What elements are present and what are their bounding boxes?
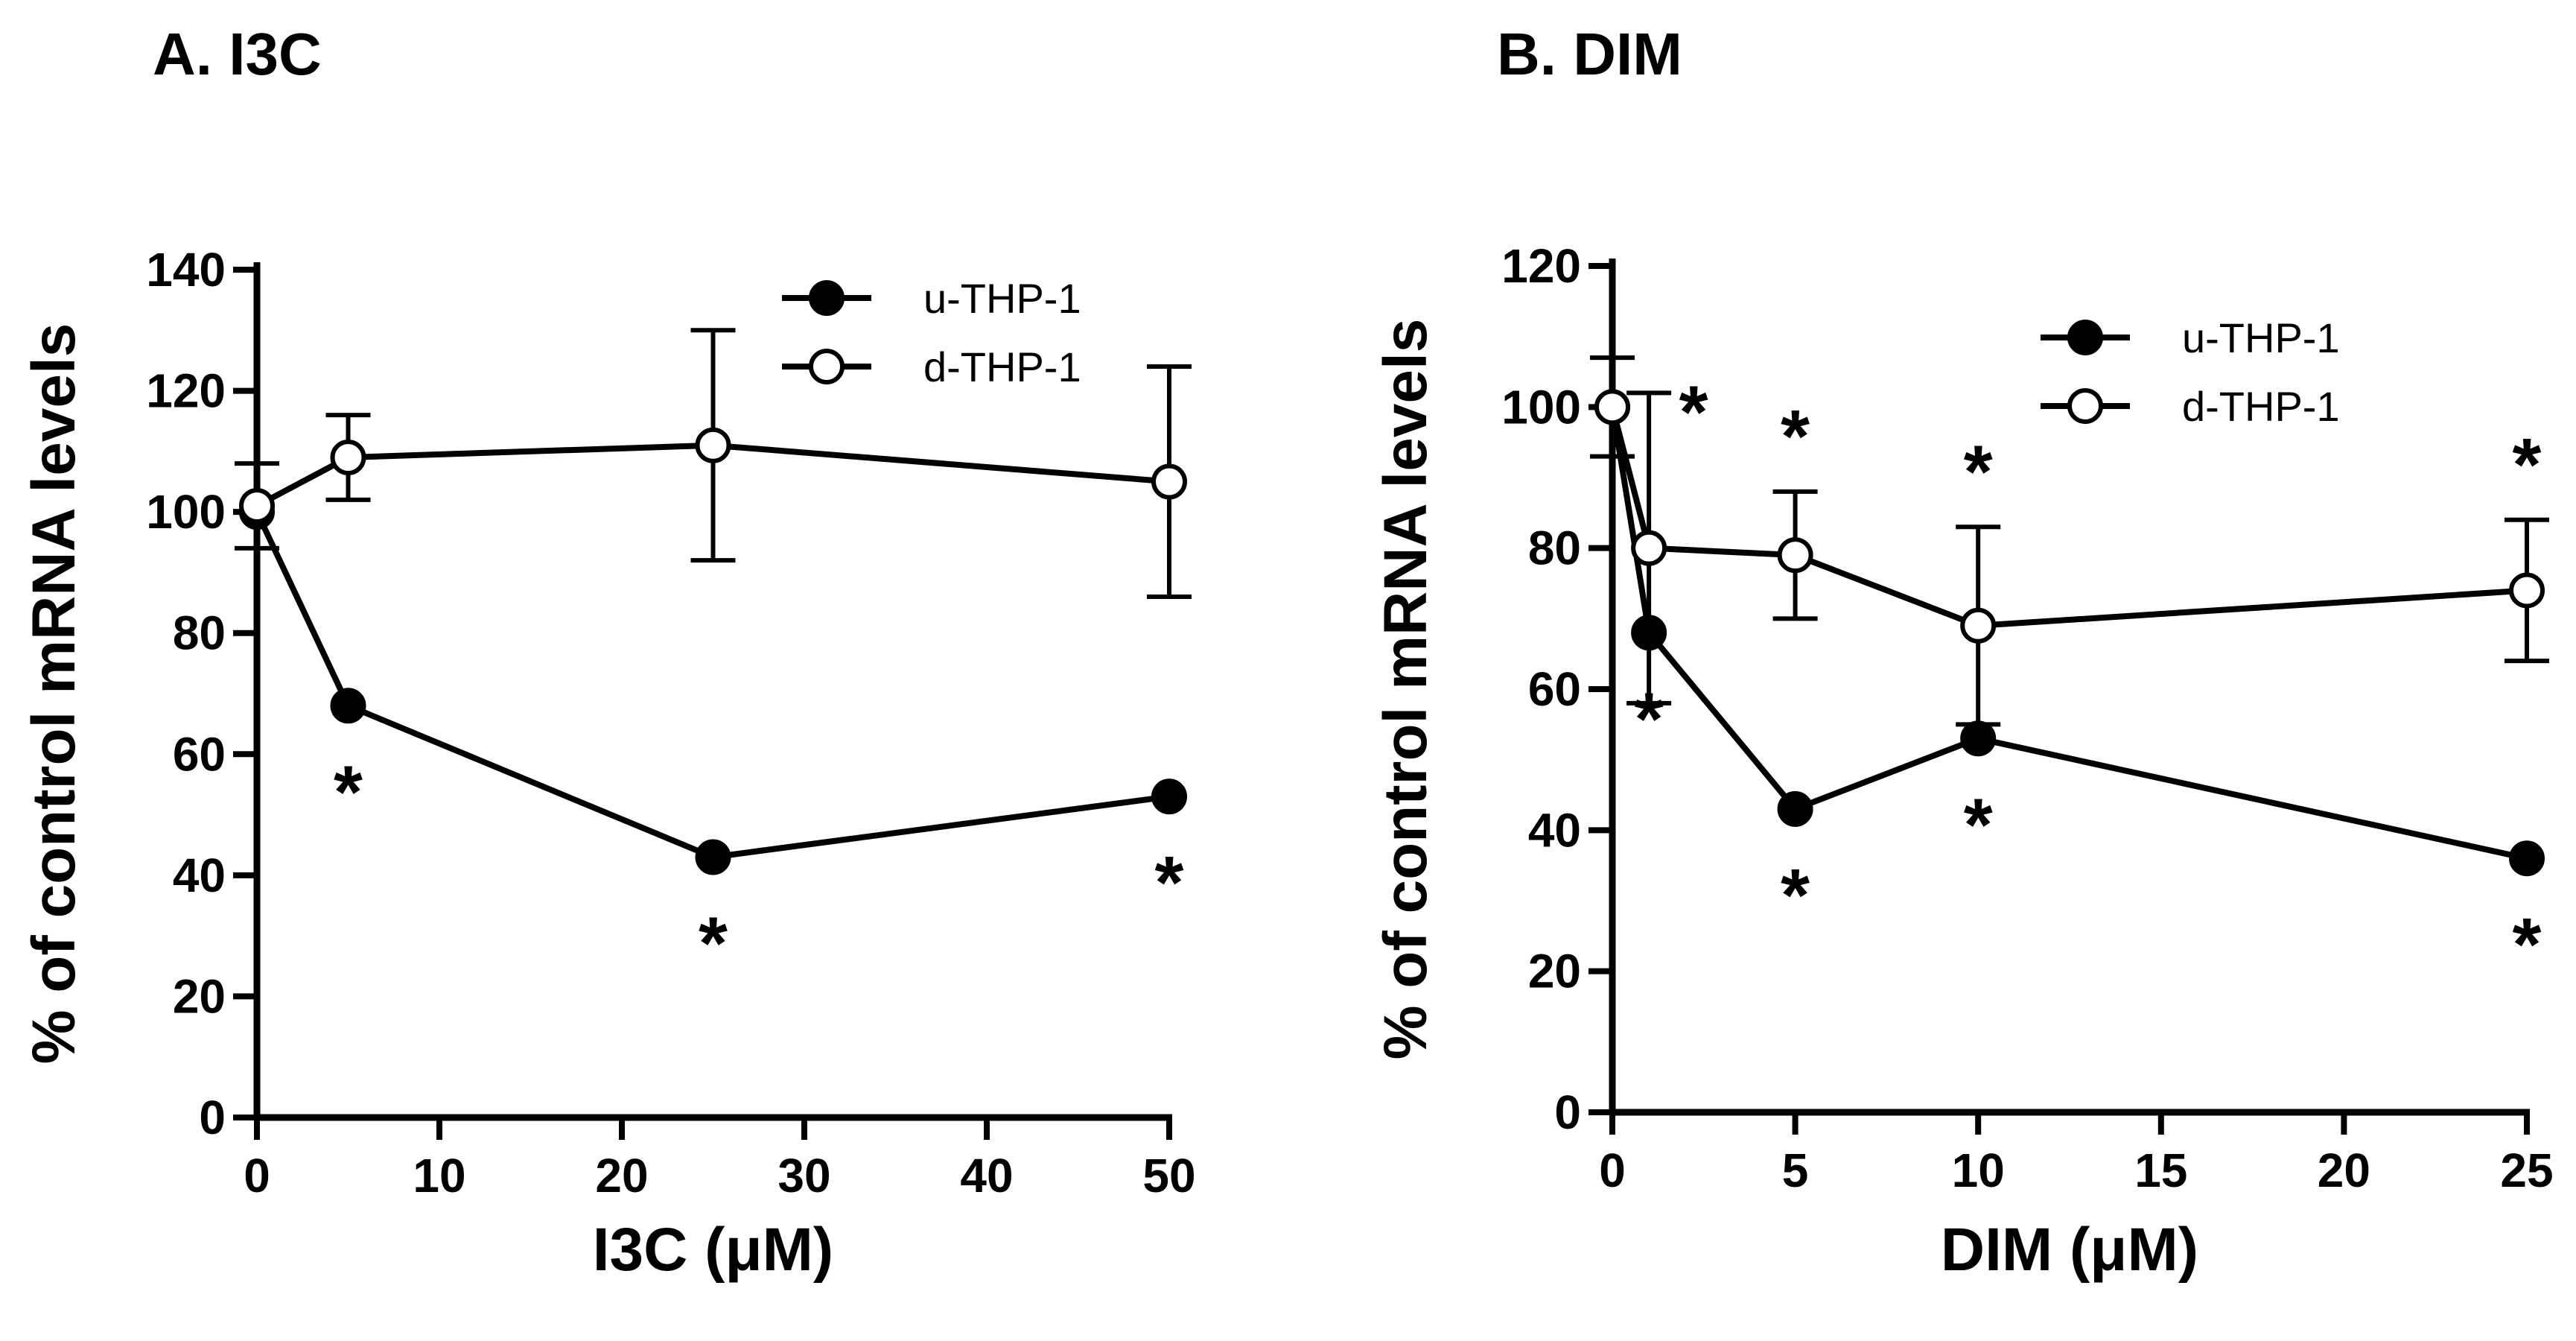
data-point bbox=[330, 688, 366, 724]
data-point bbox=[239, 488, 275, 524]
data-point bbox=[2509, 840, 2545, 877]
data-point bbox=[695, 427, 731, 463]
x-tick-label: 0 bbox=[1599, 1144, 1626, 1197]
legend-entry: u-THP-1 bbox=[782, 275, 1081, 322]
legend-label: d-THP-1 bbox=[2182, 383, 2340, 430]
x-axis-label: I3C (μM) bbox=[593, 1216, 833, 1284]
y-tick-label: 80 bbox=[1528, 522, 1581, 575]
series-line bbox=[254, 510, 1170, 860]
y-tick-label: 0 bbox=[199, 1091, 226, 1144]
y-tick-label: 100 bbox=[146, 485, 226, 539]
significance-star: * bbox=[2513, 423, 2542, 507]
x-tick-label: 20 bbox=[2318, 1144, 2370, 1197]
x-tick-label: 30 bbox=[777, 1149, 830, 1202]
y-tick-label: 140 bbox=[146, 243, 226, 297]
y-tick-label: 20 bbox=[173, 969, 226, 1023]
data-point bbox=[1631, 530, 1667, 566]
panel-a-i3c: A. I3C 0 20 40 60 80 100 120 140 0 10 20 30 40 50 I3C (… bbox=[20, 21, 1196, 1284]
series-line bbox=[1609, 406, 2528, 629]
x-tick-label: 10 bbox=[1952, 1144, 2005, 1197]
x-tick-label: 0 bbox=[244, 1149, 270, 1202]
legend-label: u-THP-1 bbox=[923, 275, 1081, 322]
x-tick-label: 15 bbox=[2134, 1144, 2187, 1197]
x-tick-label: 40 bbox=[960, 1149, 1013, 1202]
panel-b-dim: B. DIM 0 20 40 60 80 100 120 0 5 10 15 20 25 DIM (μM)%… bbox=[1372, 21, 2554, 1284]
panel-title: A. I3C bbox=[153, 21, 322, 87]
y-axis-label: % of control mRNA levels bbox=[20, 323, 88, 1065]
panel-title: B. DIM bbox=[1497, 21, 1682, 87]
data-point bbox=[1151, 779, 1187, 815]
data-point bbox=[1594, 389, 1630, 425]
y-tick-label: 100 bbox=[1501, 380, 1581, 434]
significance-star: * bbox=[334, 750, 363, 834]
series-u-THP-1: * * * * bbox=[1594, 389, 2545, 986]
y-tick-label: 40 bbox=[173, 849, 226, 902]
series-line bbox=[1609, 406, 2528, 862]
series-d-THP-1 bbox=[235, 328, 1192, 599]
legend-entry: u-THP-1 bbox=[2041, 314, 2340, 361]
significance-star: * bbox=[1964, 430, 1993, 513]
series-line bbox=[255, 442, 1170, 509]
x-tick-label: 20 bbox=[595, 1149, 648, 1202]
series-d-THP-1: * * * * bbox=[1590, 355, 2549, 727]
legend-label: d-THP-1 bbox=[923, 343, 1081, 390]
data-point bbox=[1151, 463, 1187, 500]
x-tick-label: 50 bbox=[1142, 1149, 1195, 1202]
legend-marker bbox=[809, 349, 845, 384]
significance-star: * bbox=[2513, 903, 2542, 986]
legend-marker bbox=[2067, 320, 2103, 355]
x-tick-label: 25 bbox=[2500, 1144, 2553, 1197]
y-tick-label: 60 bbox=[173, 727, 226, 781]
data-point bbox=[330, 439, 366, 475]
legend-entry: d-THP-1 bbox=[2041, 383, 2340, 430]
x-tick-label: 5 bbox=[1782, 1144, 1809, 1197]
legend-entry: d-THP-1 bbox=[782, 343, 1081, 390]
y-axis-label: % of control mRNA levels bbox=[1372, 319, 1440, 1060]
y-tick-label: 120 bbox=[1501, 239, 1581, 293]
significance-star: * bbox=[1679, 370, 1708, 454]
significance-star: * bbox=[699, 901, 728, 985]
data-point bbox=[2509, 572, 2545, 609]
y-tick-label: 60 bbox=[1528, 662, 1581, 716]
data-point bbox=[1777, 537, 1813, 574]
y-tick-label: 120 bbox=[146, 364, 226, 418]
y-tick-label: 40 bbox=[1528, 803, 1581, 857]
series-u-THP-1: * * * bbox=[239, 494, 1187, 985]
significance-star: * bbox=[1155, 841, 1184, 925]
data-point bbox=[1777, 790, 1813, 827]
data-point bbox=[1960, 607, 1997, 644]
y-tick-label: 80 bbox=[173, 606, 226, 660]
y-tick-label: 20 bbox=[1528, 945, 1581, 998]
significance-star: * bbox=[1781, 395, 1810, 478]
legend-marker bbox=[809, 280, 845, 316]
x-axis-label: DIM (μM) bbox=[1941, 1216, 2198, 1284]
legend-label: u-THP-1 bbox=[2182, 314, 2340, 361]
data-point bbox=[695, 839, 731, 875]
significance-star: * bbox=[1781, 854, 1810, 937]
x-tick-label: 10 bbox=[413, 1149, 465, 1202]
legend-marker bbox=[2067, 388, 2103, 424]
y-tick-label: 0 bbox=[1554, 1085, 1581, 1139]
significance-star: * bbox=[1964, 783, 1993, 866]
